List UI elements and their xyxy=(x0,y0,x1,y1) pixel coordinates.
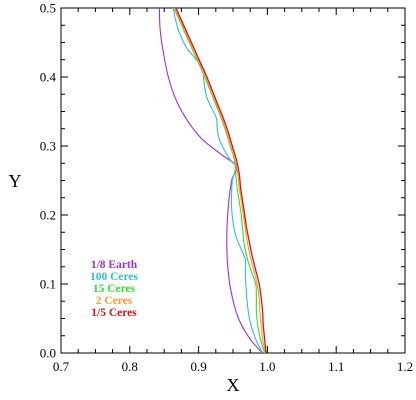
x-axis-title: X xyxy=(227,375,240,395)
legend-label: 2 Ceres xyxy=(96,295,133,307)
series-line-3 xyxy=(173,8,266,353)
legend-label: 1/5 Ceres xyxy=(91,307,137,319)
y-tick-label: 0.5 xyxy=(40,1,56,16)
x-tick-label: 1.0 xyxy=(259,359,275,374)
x-tick-label: 1.2 xyxy=(397,359,413,374)
axis-tick-labels: 0.7 0.8 0.9 1.0 1.1 1.2 0.0 0.1 0.2 0.3 0.4 0.5 xyxy=(40,1,413,375)
series-line-4 xyxy=(173,8,266,353)
y-axis-title: Y xyxy=(9,171,22,191)
y-tick-label: 0.3 xyxy=(40,139,56,154)
series-line-5 xyxy=(175,8,267,353)
series-line-2 xyxy=(172,8,264,353)
x-tick-label: 0.9 xyxy=(190,359,206,374)
y-tick-label: 0.0 xyxy=(40,346,56,361)
x-tick-label: 0.7 xyxy=(53,359,70,374)
x-tick-label: 0.8 xyxy=(122,359,138,374)
axis-ticks xyxy=(60,7,406,354)
legend-label: 100 Ceres xyxy=(90,271,139,283)
y-tick-label: 0.2 xyxy=(40,208,56,223)
legend-label: 15 Ceres xyxy=(93,283,136,295)
legend-label: 1/8 Earth xyxy=(91,259,138,271)
y-tick-label: 0.4 xyxy=(40,70,57,85)
x-tick-label: 1.1 xyxy=(328,359,344,374)
series-curves xyxy=(158,8,267,353)
y-tick-label: 0.1 xyxy=(40,277,56,292)
